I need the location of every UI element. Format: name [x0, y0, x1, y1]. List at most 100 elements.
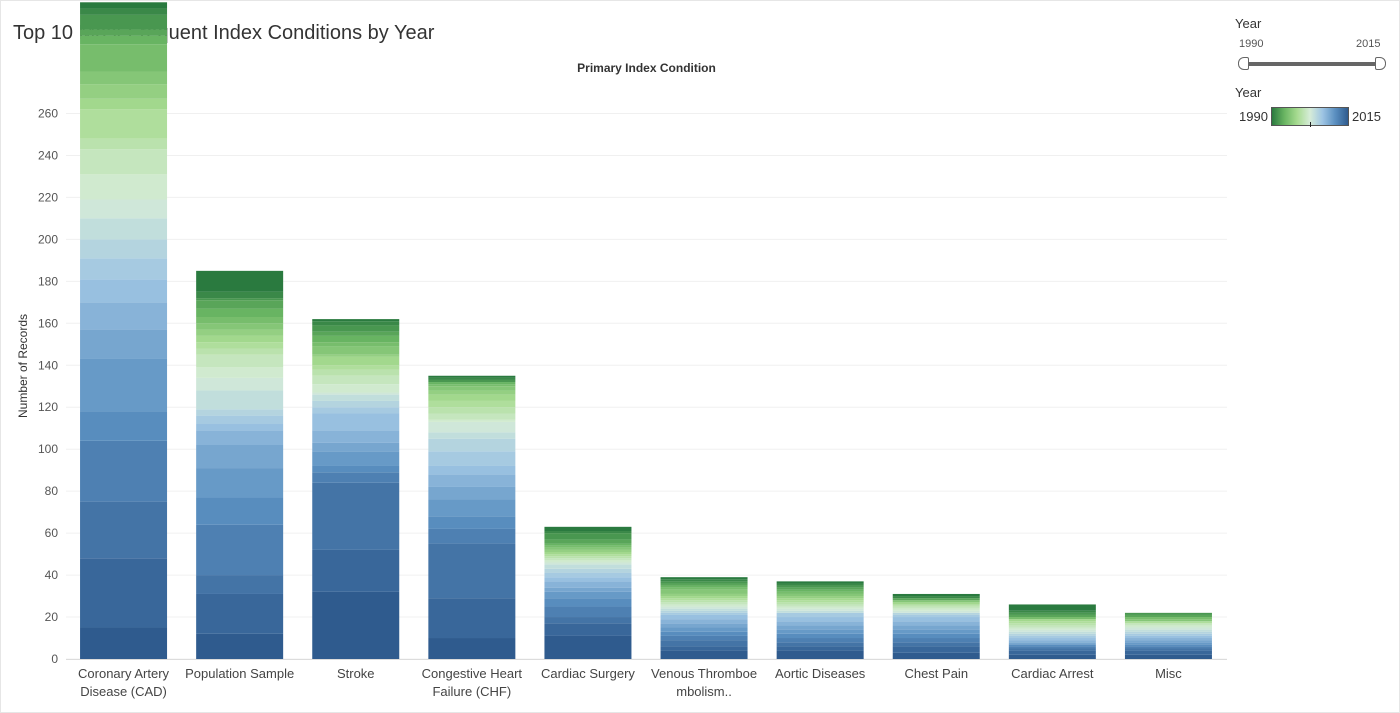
bar-segment	[196, 444, 284, 469]
year-range-slider[interactable]	[1243, 62, 1381, 66]
bar-segment	[428, 421, 516, 433]
x-category-label: Failure (CHF)	[432, 684, 511, 699]
bar-segment	[892, 652, 980, 659]
bar-segment	[776, 646, 864, 651]
bar-segment	[312, 482, 400, 550]
bar-segment	[428, 375, 516, 378]
bar-segment	[544, 554, 632, 557]
bar-segment	[312, 335, 400, 343]
bar-segment	[1008, 614, 1096, 618]
bar-segment	[660, 587, 748, 590]
bar-segment	[196, 317, 284, 324]
bar-segment	[776, 642, 864, 647]
bar-segment	[428, 499, 516, 517]
bar-segment	[1008, 612, 1096, 615]
bar-segment	[892, 606, 980, 609]
bar-segment	[80, 411, 168, 441]
bar-segment	[1008, 642, 1096, 645]
bar-segment	[428, 377, 516, 380]
bar-segment	[660, 614, 748, 620]
bar-segment	[312, 465, 400, 473]
x-category-label: Misc	[1155, 666, 1182, 681]
bar-segment	[776, 638, 864, 643]
y-tick-label: 220	[38, 190, 58, 204]
bar-segment	[1008, 604, 1096, 611]
bar-segment	[428, 638, 516, 659]
bar-segment	[892, 633, 980, 639]
bar-segment	[196, 308, 284, 318]
color-legend-min: 1990	[1239, 109, 1268, 124]
bar-segment	[544, 547, 632, 550]
bar-segment	[1124, 642, 1212, 645]
y-tick-label: 80	[45, 484, 59, 498]
bar-segment	[892, 638, 980, 643]
bar-segment	[1008, 627, 1096, 630]
bar-segment	[1008, 638, 1096, 641]
bar-segment	[660, 608, 748, 611]
bar-segment	[1008, 635, 1096, 639]
bar-segment	[660, 579, 748, 582]
bar-segment	[312, 346, 400, 355]
bar-segment	[196, 497, 284, 525]
bar-segment	[1008, 617, 1096, 620]
bar-segment	[80, 279, 168, 303]
year-slider-min-handle[interactable]	[1238, 57, 1249, 70]
y-tick-label: 260	[38, 106, 58, 120]
bar-segment	[1008, 648, 1096, 651]
bar-segment	[312, 413, 400, 431]
bar-segment	[1124, 648, 1212, 651]
bar-segment	[544, 591, 632, 599]
bar-segment	[660, 602, 748, 605]
bar-segment	[892, 612, 980, 615]
bar-segment	[428, 486, 516, 500]
bar-segment	[428, 465, 516, 475]
bar-segment	[892, 598, 980, 601]
bar-segment	[196, 329, 284, 336]
bar-segment	[1124, 623, 1212, 626]
bar-segment	[1008, 650, 1096, 655]
y-tick-label: 40	[45, 568, 59, 582]
bar-segment	[776, 621, 864, 626]
color-legend-center-tick	[1310, 122, 1311, 127]
bar-segment	[776, 598, 864, 601]
x-category-label: Venous Thromboe	[651, 666, 757, 681]
bar-segment	[196, 633, 284, 659]
bar-segment	[660, 610, 748, 613]
bar-segment	[1124, 644, 1212, 647]
bar-segment	[776, 596, 864, 599]
bar-segment	[312, 384, 400, 393]
bar-segment	[428, 451, 516, 466]
bar-segment	[80, 2, 168, 9]
bar-segment	[428, 382, 516, 385]
bar-segment	[196, 367, 284, 378]
bar-segment	[1124, 650, 1212, 655]
bar-segment	[428, 598, 516, 639]
bar-segment	[544, 617, 632, 624]
x-category-label: Congestive Heart	[422, 666, 523, 681]
bar-segment	[80, 627, 168, 659]
y-tick-label: 240	[38, 148, 58, 162]
bar-segment	[544, 531, 632, 534]
bar-segment	[312, 400, 400, 408]
y-tick-label: 140	[38, 358, 58, 372]
bar-segment	[196, 354, 284, 368]
bar-segment	[660, 606, 748, 609]
bar-segment	[1008, 644, 1096, 647]
bar-segment	[80, 440, 168, 502]
bar-segment	[1124, 629, 1212, 632]
bar-segment	[312, 392, 400, 395]
bar-segment	[660, 635, 748, 641]
bar-segment	[312, 375, 400, 385]
bar-segment	[196, 291, 284, 299]
bar-segment	[80, 239, 168, 259]
bar-segment	[196, 524, 284, 576]
bar-segment	[1124, 621, 1212, 624]
year-slider-max-handle[interactable]	[1375, 57, 1386, 70]
bar-segment	[428, 407, 516, 414]
bar-segment	[776, 625, 864, 630]
bar-segment	[80, 329, 168, 359]
bar-segment	[544, 623, 632, 636]
bar-segment	[1124, 631, 1212, 634]
bar-segment	[312, 591, 400, 659]
bar-segment	[1124, 619, 1212, 622]
